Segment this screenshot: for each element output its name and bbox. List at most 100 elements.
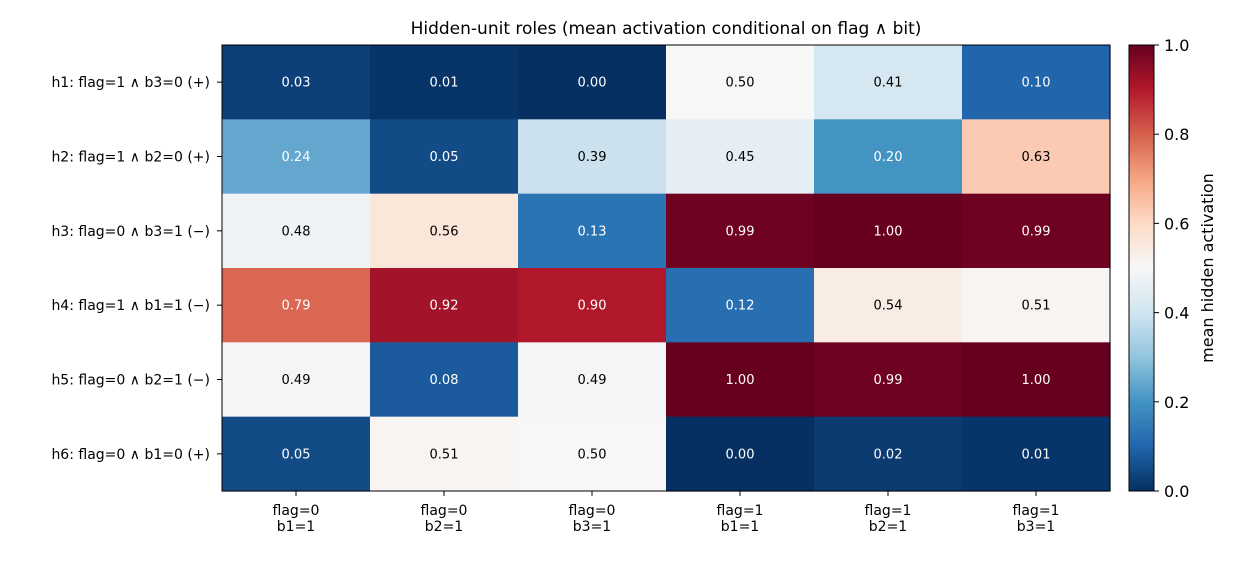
heatmap-cell [962,45,1111,120]
cell-value-label: 0.12 [726,299,755,314]
heatmap-cell [370,268,519,343]
row-label: h3: flag=0 ∧ b3=1 (−) [51,224,210,240]
heatmap-cell [666,193,815,269]
cell-value-label: 0.63 [1022,150,1051,165]
cell-value-label: 0.79 [282,299,311,314]
heatmap-cell [962,268,1111,343]
heatmap-cell [666,416,815,492]
heatmap-cell [814,193,963,269]
cell-value-label: 1.00 [1022,373,1051,388]
cell-value-label: 0.50 [578,447,607,462]
cell-value-label: 0.49 [282,373,311,388]
heatmap-cell [814,45,963,120]
column-label: b1=1 [721,519,759,535]
row-label: h5: flag=0 ∧ b2=1 (−) [51,373,210,389]
cell-value-label: 0.99 [874,373,903,388]
cell-value-label: 0.41 [874,76,903,91]
cell-value-label: 0.90 [578,299,607,314]
heatmap-cell [370,119,519,195]
cell-value-label: 1.00 [874,224,903,239]
cell-value-label: 0.56 [430,224,459,239]
plot-frame [221,44,1111,492]
colorbar-tick-label: 0.2 [1164,393,1189,412]
heatmap-cell [222,268,371,343]
heatmap-cell [962,342,1111,418]
heatmap-cell [222,193,371,269]
column-labels: flag=0b1=1flag=0b2=1flag=0b3=1flag=1b1=1… [273,491,1060,535]
column-label: flag=0 [569,503,616,519]
chart-title: Hidden-unit roles (mean activation condi… [411,19,922,39]
heatmap-cell [814,119,963,195]
row-label: h6: flag=0 ∧ b1=0 (+) [51,447,210,463]
column-label: b1=1 [277,519,315,535]
cell-value-label: 0.49 [578,373,607,388]
cell-value-label: 0.50 [726,76,755,91]
column-label: flag=1 [717,503,764,519]
column-label: flag=1 [1013,503,1060,519]
column-label: b3=1 [1017,519,1055,535]
row-label: h1: flag=1 ∧ b3=0 (+) [51,75,210,91]
heatmap-cell [518,268,667,343]
heatmap-cell [962,193,1111,269]
cell-value-label: 0.51 [1022,299,1051,314]
colorbar-tick-label: 0.8 [1164,125,1189,144]
column-label: flag=1 [865,503,912,519]
cell-value-label: 0.39 [578,150,607,165]
heatmap-cell [370,45,519,120]
heatmap-cell [518,416,667,492]
heatmap-cell [370,416,519,492]
heatmap-cell [814,268,963,343]
cell-value-label: 0.00 [726,447,755,462]
heatmap-cell [518,342,667,418]
column-label: flag=0 [421,503,468,519]
colorbar-label: mean hidden activation [1198,173,1217,363]
heatmap-cell [370,342,519,418]
heatmap-cell [666,119,815,195]
cell-value-label: 0.54 [874,299,903,314]
cell-value-label: 0.48 [282,224,311,239]
row-label: h2: flag=1 ∧ b2=0 (+) [51,150,210,166]
cell-value-label: 0.92 [430,299,459,314]
colorbar-tick-label: 1.0 [1164,36,1189,55]
cell-value-label: 0.03 [282,76,311,91]
cell-value-label: 0.13 [578,224,607,239]
cell-value-label: 0.05 [282,447,311,462]
cell-value-label: 0.99 [726,224,755,239]
colorbar-ticks: 0.0 0.2 0.4 0.6 0.8 1.0 [1154,36,1189,501]
column-label: b2=1 [425,519,463,535]
heatmap-cell [518,193,667,269]
colorbar-tick-label: 0.6 [1164,214,1189,233]
cell-value-label: 0.24 [282,150,311,165]
heatmap-cell [518,45,667,120]
cell-value-label: 0.10 [1022,76,1051,91]
cell-value-label: 0.01 [430,76,459,91]
cell-value-label: 0.99 [1022,224,1051,239]
heatmap-cell [814,416,963,492]
column-label: flag=0 [273,503,320,519]
heatmap-cells: 0.03 0.01 0.00 0.50 0.41 0.10 0.24 0.05 0.39 0.45… [222,45,1111,492]
cell-value-label: 0.08 [430,373,459,388]
heatmap-cell [666,342,815,418]
heatmap-cell [222,342,371,418]
row-label: h4: flag=1 ∧ b1=1 (−) [51,298,210,314]
heatmap-cell [370,193,519,269]
colorbar [1128,44,1155,492]
heatmap-cell [222,45,371,120]
column-label: b3=1 [573,519,611,535]
heatmap-cell [518,119,667,195]
colorbar-tick-label: 0.0 [1164,482,1189,501]
column-label: b2=1 [869,519,907,535]
cell-value-label: 0.00 [578,76,607,91]
cell-value-label: 1.00 [726,373,755,388]
cell-value-label: 0.51 [430,447,459,462]
cell-value-label: 0.45 [726,150,755,165]
colorbar-tick-label: 0.4 [1164,304,1189,323]
heatmap-cell [666,268,815,343]
heatmap-cell [666,45,815,120]
heatmap-cell [814,342,963,418]
cell-value-label: 0.01 [1022,447,1051,462]
heatmap-cell [222,416,371,492]
cell-value-label: 0.02 [874,447,903,462]
